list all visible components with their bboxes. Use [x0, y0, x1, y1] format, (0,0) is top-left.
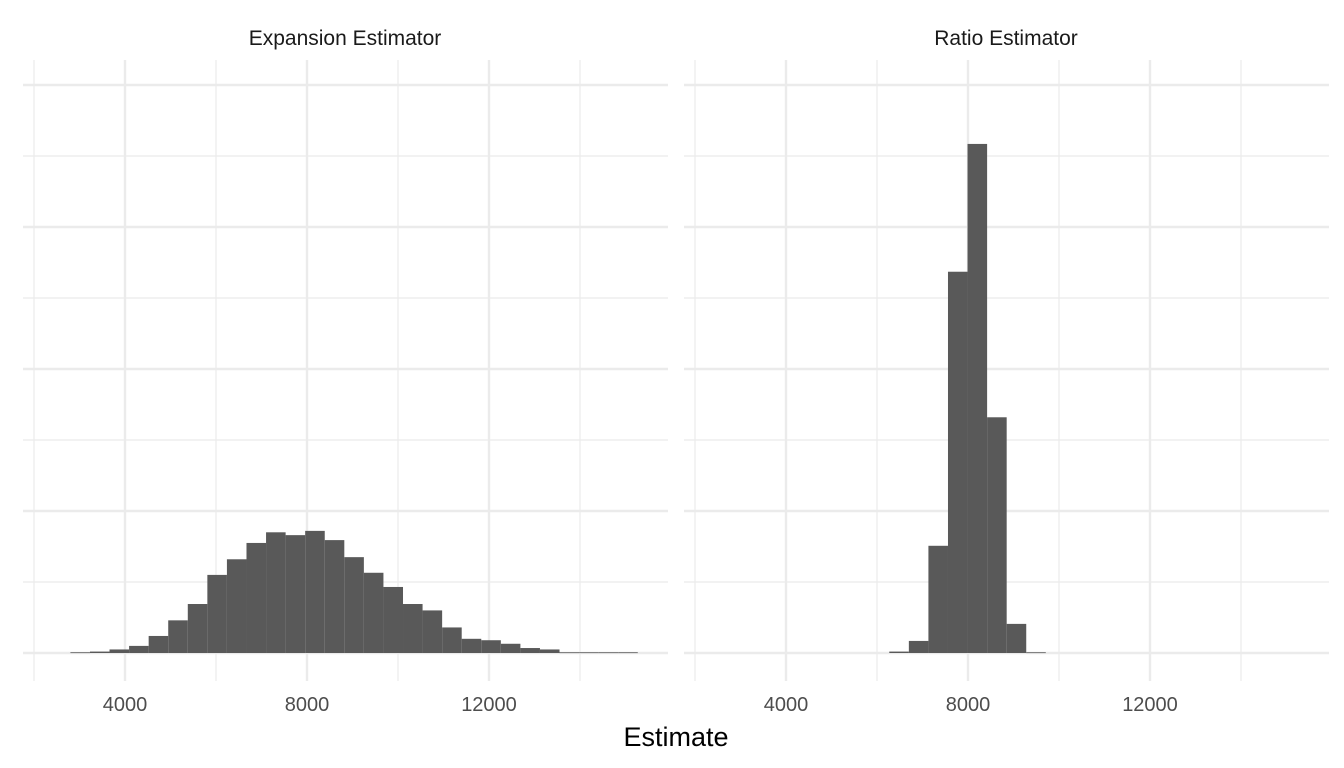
histogram-bar	[442, 627, 462, 653]
panel-ratio-estimator: 4000 8000 12000 Ratio Estimator	[684, 27, 1329, 716]
histogram-bar	[324, 540, 345, 653]
histogram-bar	[70, 652, 90, 654]
histogram-bar	[539, 649, 560, 653]
histogram-bar	[383, 586, 404, 653]
x-tick-label: 8000	[285, 694, 330, 716]
histogram-bar	[928, 545, 948, 653]
histogram-bar	[967, 143, 988, 653]
panel-title-expansion: Expansion Estimator	[249, 27, 442, 50]
histogram-bar	[285, 535, 306, 653]
histogram-bar	[618, 652, 638, 654]
panel-expansion-estimator: 4000 8000 12000 Expansion Estimator	[23, 27, 668, 716]
histogram-bar	[89, 651, 110, 653]
histogram-bar	[500, 643, 521, 653]
histogram-bar	[305, 530, 325, 653]
histogram-bar	[422, 610, 443, 653]
histogram-bar	[520, 648, 540, 653]
x-tick-label: 12000	[1122, 694, 1178, 716]
histogram-bar	[246, 542, 267, 653]
histogram-bar	[129, 645, 149, 653]
histogram-bar	[344, 557, 364, 653]
x-tick-label: 12000	[461, 694, 517, 716]
x-tick-label: 4000	[764, 694, 809, 716]
x-axis-title: Estimate	[623, 722, 728, 752]
histogram-bar	[559, 652, 580, 654]
panel-title-ratio: Ratio Estimator	[934, 27, 1078, 50]
histogram-bar	[1006, 623, 1027, 653]
histogram-bar	[598, 652, 619, 654]
histogram-bar	[363, 572, 384, 653]
histogram-bar	[266, 532, 286, 653]
histogram-bar	[403, 604, 423, 653]
histogram-bar	[908, 640, 929, 653]
histogram-bar	[889, 651, 909, 653]
histogram-bar	[207, 574, 227, 653]
histogram-bar	[461, 638, 482, 653]
histogram-bar	[148, 635, 169, 653]
x-tick-label: 4000	[103, 694, 148, 716]
histogram-bar	[1026, 652, 1046, 654]
x-tick-label: 8000	[946, 694, 991, 716]
histogram-bar	[579, 652, 599, 654]
histogram-bar	[987, 417, 1007, 653]
histogram-bar	[947, 271, 968, 653]
histogram-bar	[226, 559, 247, 653]
histogram-bar	[168, 620, 188, 653]
histogram-bar	[187, 604, 208, 653]
histogram-bar	[481, 640, 501, 653]
histogram-bar	[109, 649, 130, 653]
